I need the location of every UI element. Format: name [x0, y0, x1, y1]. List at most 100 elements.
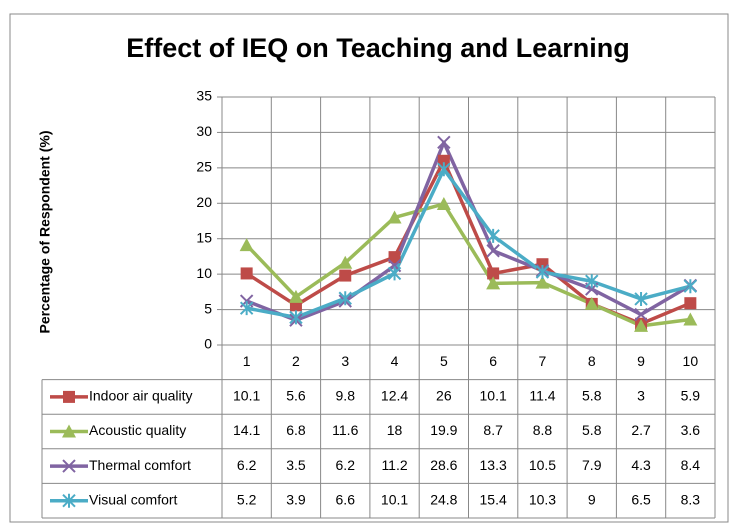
- table-value: 4.3: [631, 457, 651, 473]
- table-value: 19.9: [430, 422, 457, 438]
- marker: [338, 291, 352, 306]
- table-value: 6.8: [286, 422, 306, 438]
- marker: [634, 291, 648, 306]
- series-line: [246, 140, 692, 322]
- marker: [634, 307, 648, 322]
- marker: [339, 269, 352, 282]
- table-value: 3.6: [681, 422, 701, 438]
- table-value: 24.8: [430, 491, 457, 507]
- y-axis-label: Percentage of Respondent (%): [37, 130, 53, 333]
- marker: [289, 310, 303, 325]
- table-value: 13.3: [480, 457, 507, 473]
- table-value: 5.8: [582, 388, 602, 404]
- marker: [683, 312, 698, 326]
- x-tick-label: 6: [489, 353, 497, 369]
- x-tick-label: 9: [637, 353, 645, 369]
- marker: [535, 265, 550, 280]
- y-tick-label: 10: [196, 265, 212, 281]
- table-value: 6.2: [237, 457, 257, 473]
- table-value: 3: [637, 388, 645, 404]
- table-value: 5.8: [582, 422, 602, 438]
- table-value: 7.9: [582, 457, 602, 473]
- table-value: 14.1: [233, 422, 260, 438]
- marker: [62, 424, 76, 438]
- table-value: 6.5: [631, 491, 651, 507]
- table-value: 3.9: [286, 491, 306, 507]
- table-value: 2.7: [631, 422, 651, 438]
- table-value: 8.4: [681, 457, 701, 473]
- marker: [288, 289, 303, 303]
- chart-title: Effect of IEQ on Teaching and Learning: [126, 33, 630, 63]
- marker: [387, 210, 402, 224]
- y-tick-label: 30: [196, 123, 212, 139]
- x-tick-label: 2: [292, 353, 300, 369]
- marker: [239, 301, 254, 316]
- table-value: 6.6: [336, 491, 356, 507]
- table-value: 9: [588, 491, 596, 507]
- series-line: [246, 167, 691, 320]
- legend-label: Acoustic quality: [89, 422, 186, 438]
- table-value: 26: [436, 388, 452, 404]
- table-value: 5.6: [286, 388, 306, 404]
- x-tick-label: 4: [391, 353, 399, 369]
- marker: [487, 267, 500, 280]
- marker: [62, 493, 76, 508]
- table-value: 8.8: [533, 422, 553, 438]
- x-tick-label: 3: [341, 353, 349, 369]
- marker: [436, 196, 451, 210]
- legend-label: Thermal comfort: [89, 457, 191, 473]
- marker: [684, 297, 697, 310]
- table-value: 10.1: [480, 388, 507, 404]
- marker: [62, 459, 76, 473]
- y-tick-label: 0: [204, 336, 212, 352]
- marker: [437, 162, 451, 177]
- table-value: 11.2: [381, 457, 407, 473]
- marker: [437, 135, 451, 150]
- table-value: 9.8: [336, 388, 356, 404]
- marker: [486, 244, 500, 258]
- marker: [683, 279, 698, 294]
- x-tick-label: 10: [683, 353, 699, 369]
- marker: [387, 266, 402, 281]
- marker: [388, 251, 401, 264]
- table-value: 10.1: [233, 388, 260, 404]
- x-tick-label: 8: [588, 353, 596, 369]
- marker: [584, 296, 599, 310]
- table-value: 10.3: [529, 491, 556, 507]
- x-tick-label: 7: [539, 353, 547, 369]
- table-value: 8.7: [483, 422, 503, 438]
- x-tick-label: 5: [440, 353, 448, 369]
- marker: [240, 267, 253, 280]
- legend-label: Visual comfort: [89, 491, 178, 507]
- y-tick-label: 25: [196, 159, 212, 175]
- table-value: 5.9: [681, 388, 701, 404]
- table-value: 18: [387, 422, 403, 438]
- marker: [535, 275, 550, 289]
- marker: [437, 154, 450, 167]
- marker: [486, 276, 501, 290]
- marker: [486, 228, 500, 243]
- y-tick-label: 20: [196, 194, 212, 210]
- y-tick-label: 5: [204, 300, 212, 316]
- legend-label: Indoor air quality: [89, 388, 193, 404]
- marker: [585, 274, 599, 289]
- table-value: 15.4: [480, 491, 507, 507]
- table-value: 10.1: [381, 491, 408, 507]
- marker: [338, 255, 353, 269]
- table-value: 28.6: [430, 457, 457, 473]
- y-tick-label: 15: [196, 229, 212, 245]
- table-value: 5.2: [237, 491, 257, 507]
- x-tick-label: 1: [243, 353, 251, 369]
- table-value: 6.2: [336, 457, 356, 473]
- marker: [239, 238, 254, 252]
- series-line: [245, 202, 691, 328]
- table-value: 11.6: [332, 422, 358, 438]
- table-value: 3.5: [286, 457, 306, 473]
- table-value: 12.4: [381, 388, 408, 404]
- y-tick-label: 35: [196, 88, 212, 104]
- table-value: 8.3: [681, 491, 701, 507]
- table-value: 10.5: [529, 457, 556, 473]
- marker: [634, 318, 649, 332]
- table-value: 11.4: [529, 388, 555, 404]
